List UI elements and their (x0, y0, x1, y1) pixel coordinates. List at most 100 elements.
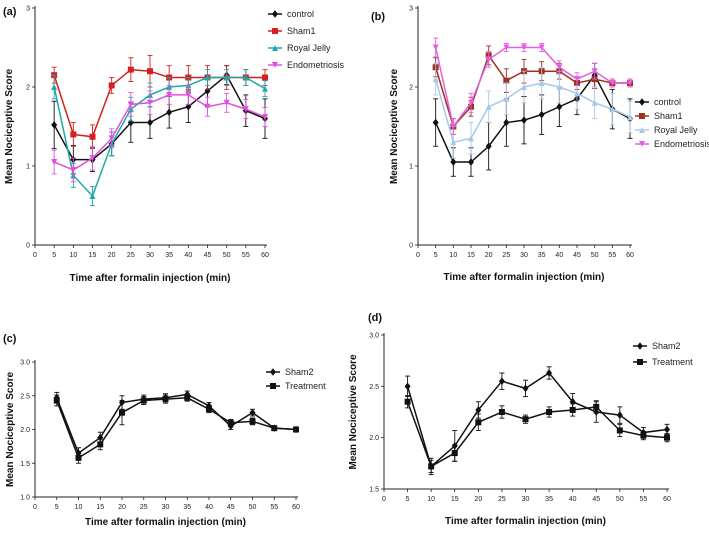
x-axis-label: Time after formalin injection (min) (445, 516, 606, 527)
series-line (53, 76, 266, 198)
y-tick-label: 1.5 (369, 487, 379, 494)
x-tick-label: 20 (118, 504, 126, 511)
data-point (503, 77, 510, 84)
data-point (89, 155, 96, 162)
legend-marker (272, 10, 278, 18)
data-point (546, 409, 553, 415)
data-point (227, 419, 234, 426)
data-point (223, 99, 230, 106)
x-tick-label: 60 (626, 252, 634, 259)
data-point (140, 397, 147, 404)
panel-label: (a) (3, 6, 17, 18)
x-tick-label: 45 (227, 504, 235, 511)
data-point (249, 408, 256, 417)
series-endometriosis (432, 37, 633, 135)
series-treatment (53, 393, 299, 464)
x-tick-label: 25 (502, 252, 510, 259)
x-tick-label: 45 (204, 252, 212, 259)
data-point (404, 382, 411, 391)
data-point (51, 121, 58, 129)
y-tick-label: 2 (409, 85, 413, 92)
legend-entry: Royal Jelly (268, 43, 331, 53)
data-point (593, 403, 600, 410)
legend-marker (272, 45, 278, 51)
data-point (451, 450, 458, 457)
data-point (503, 44, 510, 51)
legend-label: Treatment (285, 381, 326, 391)
legend-label: Treatment (652, 357, 693, 367)
y-tick-label: 3.0 (20, 360, 30, 367)
legend-marker (272, 62, 278, 68)
data-point (556, 64, 563, 71)
data-point (432, 118, 439, 127)
legend-label: Royal Jelly (287, 43, 331, 53)
data-point (428, 463, 435, 470)
series-line (53, 73, 266, 161)
data-point (468, 99, 474, 106)
data-point (432, 44, 439, 51)
y-axis-label: Mean Nociceptive Score (4, 69, 15, 184)
data-point (468, 135, 474, 142)
series-line (434, 53, 630, 128)
data-point (51, 159, 58, 166)
x-tick-label: 30 (520, 252, 528, 259)
y-tick-label: 0 (409, 243, 413, 250)
x-tick-label: 5 (52, 252, 56, 259)
series-line (406, 401, 668, 468)
legend-marker (270, 368, 276, 376)
data-point (574, 76, 580, 83)
y-tick-label: 2.5 (369, 384, 379, 391)
data-point (108, 135, 115, 142)
x-tick-label: 0 (33, 504, 37, 511)
data-point (503, 118, 510, 127)
legend-marker (270, 383, 276, 389)
data-point (450, 139, 457, 146)
data-point (450, 123, 457, 130)
data-point (223, 74, 230, 81)
x-tick-label: 45 (573, 252, 581, 259)
data-point (147, 68, 153, 75)
x-tick-label: 30 (146, 252, 154, 259)
series-control (51, 65, 268, 175)
data-point (249, 418, 256, 425)
data-point (521, 84, 527, 90)
series-line (434, 73, 631, 163)
data-point (538, 80, 545, 87)
data-point (108, 82, 115, 89)
data-point (53, 397, 60, 404)
data-point (485, 56, 492, 63)
x-tick-label: 30 (162, 504, 170, 511)
y-axis-label: Mean Nociceptive Score (348, 354, 359, 469)
data-point (162, 396, 169, 403)
x-tick-label: 20 (474, 496, 482, 503)
data-point (485, 103, 492, 110)
panel-label: (c) (3, 333, 17, 345)
data-point (521, 44, 527, 51)
y-axis-label: Mean Nociceptive Score (5, 372, 16, 487)
x-tick-label: 0 (33, 252, 37, 259)
x-tick-label: 35 (183, 504, 191, 511)
data-point (664, 434, 670, 441)
y-tick-label: 1 (409, 164, 413, 171)
x-tick-label: 5 (434, 252, 438, 259)
data-point (609, 80, 616, 87)
legend-label: Endometriosis (654, 139, 709, 149)
x-tick-label: 10 (449, 252, 457, 259)
data-point (609, 106, 616, 113)
x-tick-label: 5 (55, 504, 59, 511)
legend-entry: control (635, 97, 681, 107)
x-tick-label: 40 (205, 504, 213, 511)
x-tick-label: 55 (242, 252, 250, 259)
panel-label: (b) (371, 11, 385, 23)
x-tick-label: 10 (75, 504, 83, 511)
x-tick-label: 60 (663, 496, 671, 503)
data-point (185, 91, 192, 98)
data-point (503, 95, 510, 102)
x-tick-label: 55 (270, 504, 278, 511)
x-axis-label: Time after formalin injection (min) (444, 272, 605, 283)
data-point (75, 454, 82, 461)
data-point (184, 394, 191, 401)
x-tick-label: 40 (555, 252, 563, 259)
data-point (556, 84, 563, 90)
panel-b: (b) 0 5 10 15 20 25 30 35 40 45 50 55 60 0 1 2 3 Time afte… (371, 6, 709, 284)
